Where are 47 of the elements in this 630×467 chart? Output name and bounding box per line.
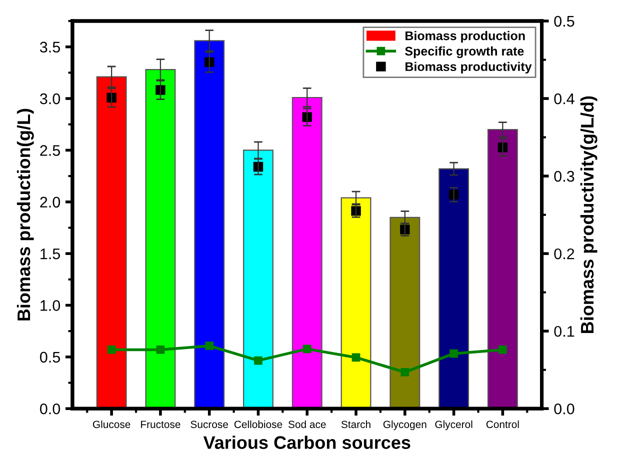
y-tick-label: 0.5 (40, 352, 60, 363)
y2-tick-label: 0.5 (554, 16, 574, 27)
bar (243, 150, 274, 409)
x-tick-label: Glycogen (383, 420, 426, 430)
y-tick-label: 3.0 (40, 93, 60, 104)
point (352, 353, 360, 362)
y2-axis-title: Biomass productivity(g/L/d) (580, 96, 598, 333)
bar (96, 76, 127, 409)
y2-tick-label: 0.1 (554, 326, 574, 337)
point (400, 368, 410, 376)
point (450, 349, 458, 358)
bar (145, 69, 176, 409)
x-tick-label: Glucose (92, 420, 130, 428)
y-tick-label: 2.5 (40, 145, 60, 156)
x-axis-title: Various Carbon sources (203, 436, 410, 449)
point (498, 346, 507, 354)
point (156, 346, 165, 354)
x-tick-label: Cellobiose (234, 420, 282, 428)
y-axis-title: Biomass production(g/L) (16, 108, 34, 320)
legend-label: Biomass productivity (406, 62, 532, 74)
y-tick-label: 1.5 (40, 248, 60, 260)
y-tick-label: 1.0 (40, 300, 60, 311)
y-tick-label: 2.0 (40, 196, 60, 208)
x-tick-label: Sod ace (288, 420, 326, 428)
point (254, 356, 262, 365)
bar (390, 216, 420, 409)
bar (438, 168, 470, 409)
legend-label: Specific growth rate (405, 46, 524, 58)
x-tick-label: Glycerol (435, 420, 472, 430)
legend-label: Biomass production (406, 31, 525, 43)
y2-tick-label: 0.4 (554, 93, 574, 104)
bar (194, 40, 225, 409)
bar (292, 96, 322, 409)
bar (340, 197, 372, 409)
x-tick-label: Starch (341, 420, 370, 428)
x-tick-label: Control (486, 420, 519, 428)
y-tick-label: 3.5 (40, 42, 60, 53)
bar (487, 128, 518, 409)
y2-tick-label: 0.2 (554, 248, 574, 260)
point (302, 344, 312, 354)
point (205, 342, 214, 350)
point (107, 346, 116, 354)
y-tick-label: 0.0 (40, 403, 60, 414)
y2-tick-label: 0.0 (554, 403, 574, 414)
y2-tick-label: 0.3 (554, 170, 574, 182)
x-tick-label: Sucrose (190, 420, 228, 428)
x-tick-label: Fructose (141, 420, 180, 428)
